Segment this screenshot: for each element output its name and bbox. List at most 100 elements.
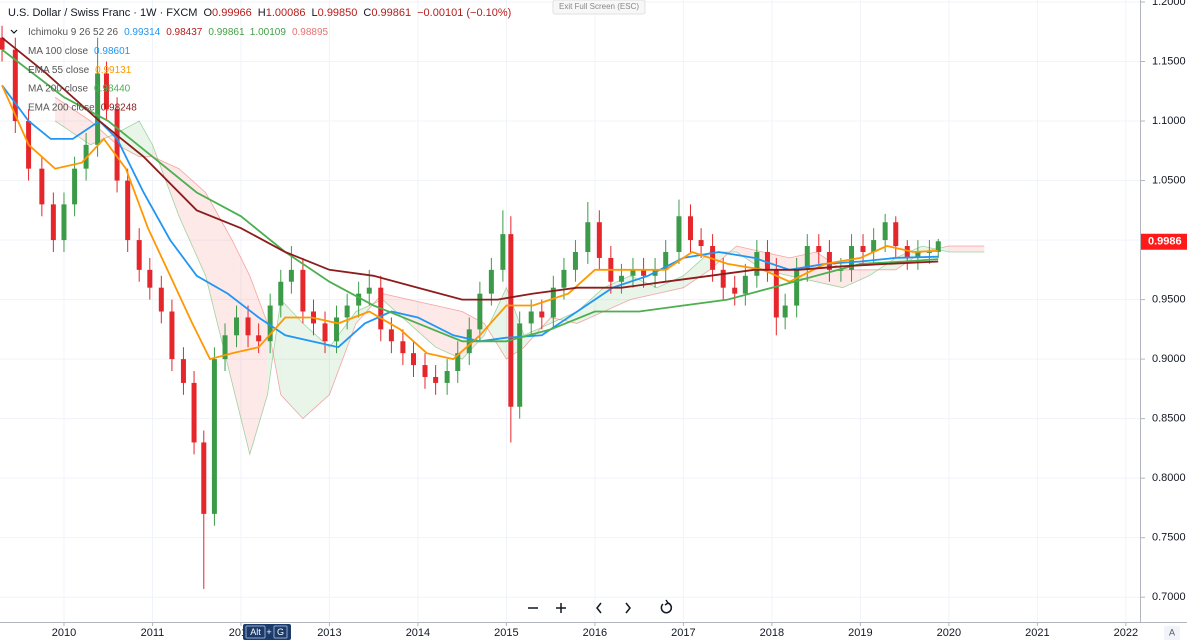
x-tick-label: 2016	[583, 627, 607, 639]
candle-body	[201, 442, 207, 514]
candle-body	[278, 281, 284, 306]
candle-body	[860, 246, 866, 252]
legend-text: H	[258, 7, 266, 19]
time-axis-bg	[0, 622, 1187, 642]
candle-body	[754, 251, 760, 276]
candles	[0, 25, 941, 589]
cloud-segment	[302, 323, 330, 419]
x-tick-label: 2011	[141, 627, 165, 639]
axes: 0.7000 0.7500 0.8000 0.8500 0.9000 0.9500 1.00…	[52, 0, 1187, 639]
legend-text: 0.99850	[318, 7, 358, 19]
candle-body	[585, 222, 591, 252]
overlay-line	[1, 48, 939, 343]
auto-scale-label[interactable]: A	[1169, 627, 1175, 637]
candle-body	[12, 49, 18, 122]
candle-body	[245, 317, 251, 336]
candle-body	[39, 168, 45, 205]
y-tick-label: 1.1000	[1152, 115, 1186, 127]
candle-body	[816, 246, 822, 252]
scroll-right-button[interactable]	[616, 596, 640, 620]
candle-body	[444, 371, 450, 383]
zoom-in-button[interactable]	[549, 596, 573, 620]
candle-body	[400, 341, 406, 354]
legend-text: −0.00101 (−0.10%)	[417, 7, 511, 19]
candle-body	[539, 311, 545, 318]
zoom-out-button[interactable]	[521, 596, 545, 620]
y-tick-label: 0.9500	[1152, 294, 1186, 306]
candle-body	[882, 222, 888, 241]
legend-row: MA 200 close 0.98440	[28, 83, 131, 94]
cloud-segment	[409, 299, 436, 348]
exit-fullscreen-label[interactable]: Exit Full Screen (ESC)	[559, 2, 639, 11]
scroll-left-icon[interactable]	[596, 602, 602, 614]
candle-body	[630, 269, 636, 276]
y-tick-label: 1.2000	[1152, 0, 1186, 8]
cloud-segment	[577, 287, 604, 324]
legend: U.S. Dollar / Swiss Franc · 1W · FXCM O0.…	[8, 7, 511, 113]
candle-body	[517, 323, 523, 407]
candle-body	[300, 269, 306, 312]
candle-body	[61, 204, 67, 241]
exit-fullscreen-box[interactable]	[552, 0, 646, 15]
shortcut-key-box	[273, 625, 288, 639]
y-tick-label: 1.0500	[1152, 174, 1186, 186]
candle-body	[169, 311, 175, 360]
legend-text: 0.98440	[94, 83, 131, 94]
reset-hit[interactable]	[654, 596, 678, 620]
overlay-line	[1, 36, 939, 301]
scroll-left-hit[interactable]	[587, 596, 611, 620]
last-price-box	[1141, 233, 1187, 250]
candle-body	[508, 234, 514, 407]
auto-scale-button[interactable]: A	[1164, 626, 1180, 640]
candle-body	[935, 241, 941, 252]
legend-text: EMA 200 close	[28, 102, 95, 113]
candle-body	[322, 323, 328, 342]
reset-icon[interactable]	[660, 602, 673, 614]
candle-body	[422, 365, 428, 377]
legend-text: 1.00086	[266, 7, 306, 19]
candle-body	[125, 180, 131, 241]
shortcut-plus: +	[266, 627, 271, 637]
candle-body	[288, 269, 294, 282]
x-tick-label: 2013	[317, 627, 341, 639]
exit-fullscreen[interactable]: Exit Full Screen (ESC)	[552, 0, 646, 15]
candle-body	[95, 73, 101, 145]
candle-body	[871, 240, 877, 252]
x-tick-label: 2020	[937, 627, 961, 639]
candle-body	[455, 353, 461, 372]
shortcut-bg	[243, 624, 291, 640]
cloud-segment	[249, 275, 268, 455]
cloud-segment	[603, 275, 631, 312]
legend-row: EMA 55 close 0.99131	[28, 64, 132, 75]
scroll-right-icon[interactable]	[625, 602, 631, 614]
cloud-segment	[179, 168, 206, 276]
x-tick-label: 2010	[52, 627, 76, 639]
x-tick-label: 2014	[406, 627, 430, 639]
candle-body	[561, 269, 567, 288]
legend-row: Ichimoku 9 26 52 26 0.99314 0.98437 0.99861…	[28, 27, 329, 38]
candle-body	[926, 251, 932, 253]
auto-scale-box[interactable]	[1164, 626, 1180, 640]
candle-body	[550, 287, 556, 318]
candle-body	[732, 287, 738, 294]
scroll-left-button[interactable]	[587, 596, 611, 620]
candle-body	[158, 287, 164, 312]
overlay-lines	[1, 36, 939, 361]
reset-button[interactable]	[654, 596, 678, 620]
candle-body	[915, 251, 921, 258]
collapse-toggle[interactable]	[10, 29, 18, 34]
candle-body	[411, 353, 417, 366]
x-tick-label: 2017	[671, 627, 695, 639]
reset-arrow[interactable]	[664, 599, 670, 606]
legend-text: L	[312, 7, 318, 19]
y-tick-label: 1.1500	[1152, 55, 1186, 67]
legend-row: EMA 200 close 0.98248	[28, 102, 137, 113]
x-tick-label: 2022	[1114, 627, 1138, 639]
x-tick-label: 2021	[1025, 627, 1049, 639]
candle-body	[147, 269, 153, 288]
candle-body	[904, 246, 910, 258]
scroll-right-hit[interactable]	[616, 596, 640, 620]
legend-text: 0.98248	[101, 102, 138, 113]
candle-body	[103, 73, 109, 110]
legend-text: MA 200 close	[28, 83, 88, 94]
